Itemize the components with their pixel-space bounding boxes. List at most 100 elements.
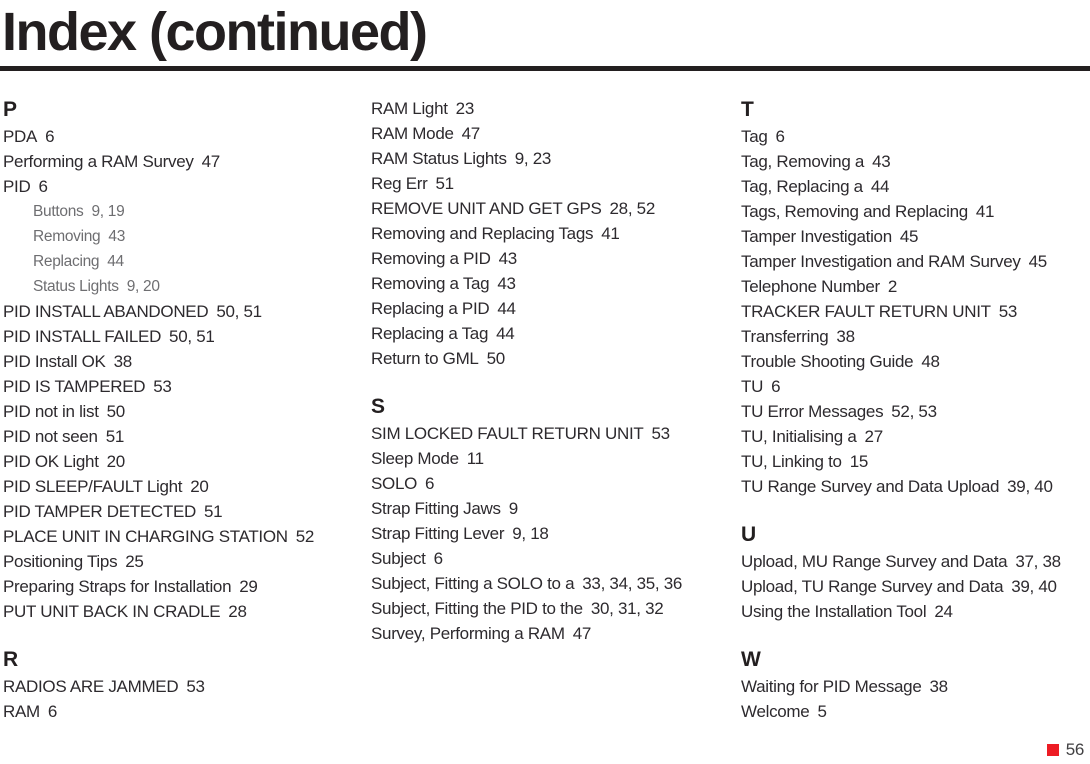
page-number: 56	[1065, 740, 1085, 759]
index-entry: Removing a PID 43	[371, 246, 741, 271]
entry-term: PID	[3, 177, 31, 196]
entry-page-numbers: 30, 31, 32	[590, 599, 664, 618]
index-column: P PDA 6 Performing a RAM Survey 47 PID 6 Button…	[3, 96, 371, 724]
entry-page-numbers: 6	[775, 127, 785, 146]
entry-page-numbers: 44	[496, 324, 515, 343]
entry-term: Tags, Removing and Replacing	[741, 202, 968, 221]
entry-page-numbers: 38	[836, 327, 855, 346]
index-entry: Using the Installation Tool 24	[741, 599, 1086, 624]
index-body: P PDA 6 Performing a RAM Survey 47 PID 6 Button…	[0, 71, 1090, 724]
entry-page-numbers: 51	[435, 174, 454, 193]
section-heading: S	[371, 395, 386, 418]
entry-term: PID SLEEP/FAULT Light	[3, 477, 183, 496]
entry-term: PID INSTALL FAILED	[3, 327, 162, 346]
index-entry: RAM Light 23	[371, 96, 741, 121]
entry-term: REMOVE UNIT AND GET GPS	[371, 199, 602, 218]
page-marker-square	[1046, 744, 1059, 756]
entry-page-numbers: 20	[190, 477, 209, 496]
entry-term: TU, Initialising a	[741, 427, 857, 446]
entry-term: Tamper Investigation	[741, 227, 892, 246]
entry-page-numbers: 52	[295, 527, 315, 546]
entry-term: Positioning Tips	[3, 552, 118, 571]
entry-page-numbers: 6	[771, 377, 781, 396]
entry-page-numbers: 39, 40	[1007, 477, 1053, 496]
entry-page-numbers: 9, 23	[514, 149, 552, 168]
entry-page-numbers: 53	[998, 302, 1018, 321]
index-entry: Reg Err 51	[371, 171, 741, 196]
index-entry: PID SLEEP/FAULT Light 20	[3, 474, 371, 499]
entry-page-numbers: 44	[870, 177, 890, 196]
entry-page-numbers: 5	[817, 702, 827, 721]
entry-term: Strap Fitting Lever	[371, 524, 505, 543]
index-entry: PID not in list 50	[3, 399, 371, 424]
entry-term: Upload, MU Range Survey and Data	[741, 552, 1008, 571]
index-subentry: Buttons 9, 19	[3, 199, 371, 224]
index-entry: Strap Fitting Lever 9, 18	[371, 521, 741, 546]
index-entry: PID INSTALL ABANDONED 50, 51	[3, 299, 371, 324]
index-entry: PID IS TAMPERED 53	[3, 374, 371, 399]
index-entry: Welcome 5	[741, 699, 1086, 724]
index-subentry: Replacing 44	[3, 249, 371, 274]
entry-term: TU	[741, 377, 764, 396]
entry-term: Subject, Fitting a SOLO to a	[371, 574, 575, 593]
index-entry: Performing a RAM Survey 47	[3, 149, 371, 174]
index-entry: Upload, TU Range Survey and Data 39, 40	[741, 574, 1086, 599]
page-title: Index (continued)	[2, 2, 428, 62]
entry-page-numbers: 43	[872, 152, 891, 171]
entry-term: Upload, TU Range Survey and Data	[741, 577, 1004, 596]
index-entry: Upload, MU Range Survey and Data 37, 38	[741, 549, 1086, 574]
entry-page-numbers: 9, 20	[126, 278, 160, 295]
section-heading: P	[3, 98, 18, 121]
entry-page-numbers: 11	[466, 449, 484, 468]
entry-page-numbers: 23	[455, 99, 475, 118]
index-entry: TU 6	[741, 374, 1086, 399]
index-entry: SIM LOCKED FAULT RETURN UNIT 53	[371, 421, 741, 446]
entry-page-numbers: 45	[1028, 252, 1048, 271]
entry-page-numbers: 27	[864, 427, 884, 446]
entry-term: Waiting for PID Message	[741, 677, 922, 696]
entry-term: SIM LOCKED FAULT RETURN UNIT	[371, 424, 644, 443]
entry-term: Welcome	[741, 702, 810, 721]
entry-page-numbers: 6	[38, 177, 48, 196]
entry-term: Survey, Performing a RAM	[371, 624, 565, 643]
index-entry: PID not seen 51	[3, 424, 371, 449]
entry-page-numbers: 50, 51	[216, 302, 262, 321]
entry-term: Telephone Number	[741, 277, 880, 296]
entry-term: TU Error Messages	[741, 402, 884, 421]
index-entry: SOLO 6	[371, 471, 741, 496]
index-entry: RADIOS ARE JAMMED 53	[3, 674, 371, 699]
entry-page-numbers: 29	[239, 577, 258, 596]
entry-term: Buttons	[33, 203, 84, 220]
entry-page-numbers: 43	[498, 249, 518, 268]
entry-term: Strap Fitting Jaws	[371, 499, 501, 518]
entry-page-numbers: 6	[45, 127, 55, 146]
entry-term: Removing a Tag	[371, 274, 490, 293]
entry-term: TU Range Survey and Data Upload	[741, 477, 1000, 496]
entry-page-numbers: 53	[153, 377, 172, 396]
index-entry: Transferring 38	[741, 324, 1086, 349]
index-column: RAM Light 23 RAM Mode 47 RAM Status Lights 9,…	[371, 96, 741, 724]
entry-term: Removing	[33, 228, 101, 245]
entry-page-numbers: 53	[186, 677, 205, 696]
entry-term: Performing a RAM Survey	[3, 152, 194, 171]
index-entry: Replacing a Tag 44	[371, 321, 741, 346]
index-entry: TU Range Survey and Data Upload 39, 40	[741, 474, 1086, 499]
page-footer: 56	[1046, 740, 1085, 760]
entry-page-numbers: 33, 34, 35, 36	[582, 574, 683, 593]
entry-term: Subject	[371, 549, 426, 568]
entry-page-numbers: 47	[201, 152, 221, 171]
index-entry: Removing a Tag 43	[371, 271, 741, 296]
entry-term: Replacing a PID	[371, 299, 490, 318]
entry-page-numbers: 6	[425, 474, 435, 493]
index-entry: RAM Mode 47	[371, 121, 741, 146]
entry-term: PID IS TAMPERED	[3, 377, 146, 396]
index-entry: PUT UNIT BACK IN CRADLE 28	[3, 599, 371, 624]
entry-page-numbers: 9, 19	[91, 203, 125, 220]
entry-page-numbers: 9, 18	[512, 524, 549, 543]
entry-term: PUT UNIT BACK IN CRADLE	[3, 602, 221, 621]
entry-page-numbers: 6	[433, 549, 443, 568]
entry-term: PID not seen	[3, 427, 98, 446]
entry-term: Tag	[741, 127, 768, 146]
entry-term: Status Lights	[33, 278, 119, 295]
